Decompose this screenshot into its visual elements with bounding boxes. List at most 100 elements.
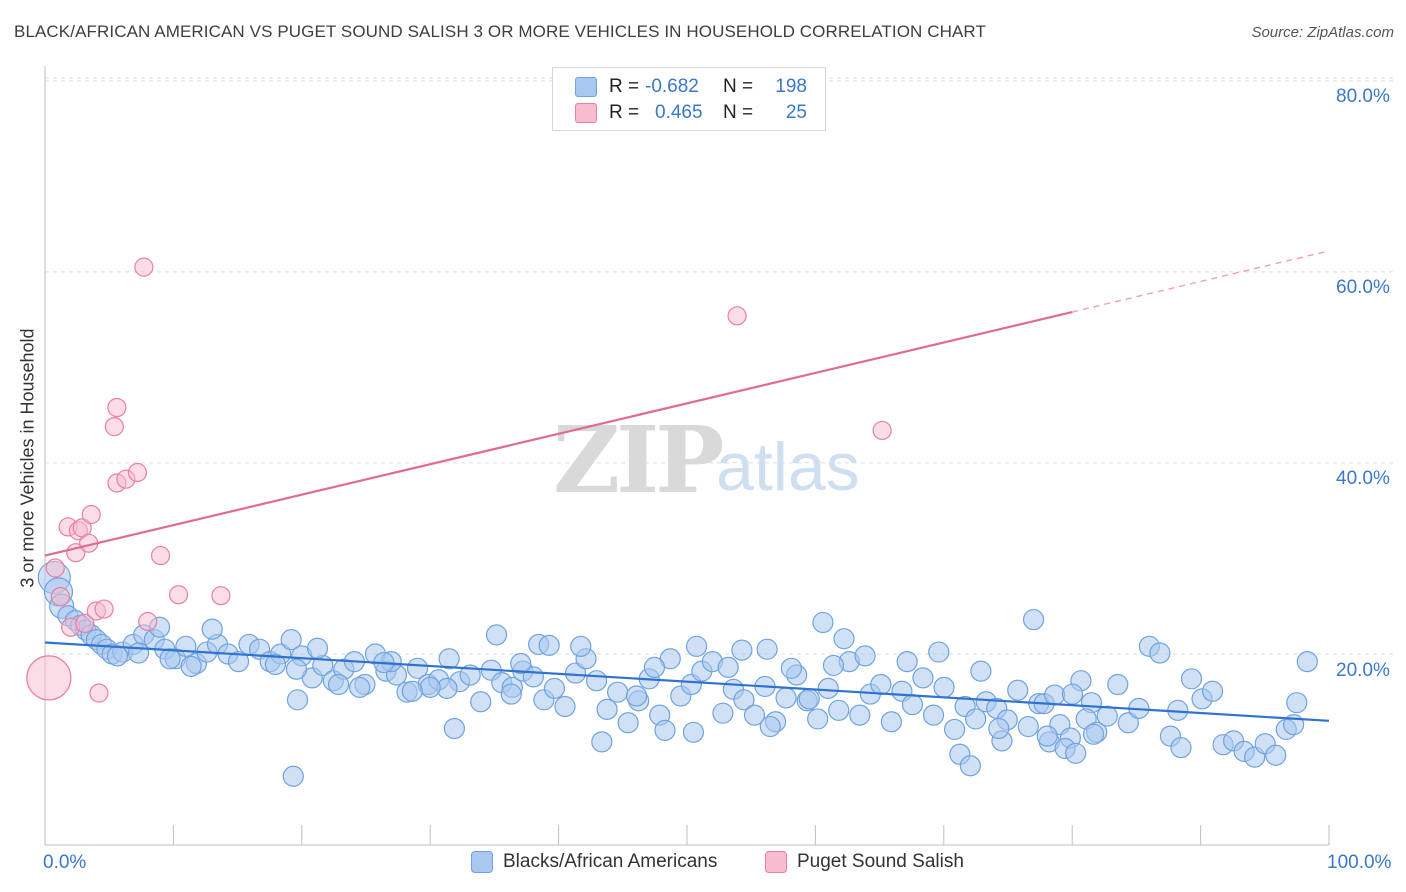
- point-blacks: [780, 657, 802, 679]
- bottom-legend: Blacks/African Americans Puget Sound Sal…: [0, 851, 1406, 879]
- point-blacks: [870, 673, 892, 696]
- point-blacks: [349, 676, 371, 698]
- legend-r-value: -0.682: [645, 76, 699, 97]
- point-blacks: [564, 662, 587, 684]
- point-salish: [872, 420, 892, 441]
- trend-line-salish: [44, 310, 1073, 557]
- point-blacks: [443, 717, 466, 740]
- point-blacks: [1007, 679, 1029, 701]
- point-blacks: [554, 695, 576, 718]
- point-blacks: [933, 676, 955, 698]
- bottom-legend-salish: Puget Sound Salish: [765, 851, 964, 873]
- point-blacks: [717, 656, 739, 678]
- bottom-legend-blacks: Blacks/African Americans: [471, 851, 717, 873]
- point-blacks: [591, 731, 613, 753]
- point-blacks: [1170, 736, 1192, 759]
- point-blacks: [538, 634, 560, 656]
- point-blacks: [798, 688, 820, 710]
- point-blacks: [959, 755, 981, 777]
- x-tick-label-max: 100.0%: [1327, 852, 1392, 873]
- point-blacks: [201, 618, 223, 640]
- bottom-legend-swatch-blue: [471, 851, 493, 873]
- point-salish: [150, 545, 171, 566]
- point-blacks: [1082, 723, 1105, 745]
- point-blacks: [625, 685, 648, 707]
- point-salish: [89, 683, 109, 703]
- point-blacks: [485, 624, 508, 646]
- point-blacks: [822, 654, 845, 677]
- point-blacks: [1044, 684, 1066, 706]
- point-blacks: [654, 719, 676, 741]
- point-blacks: [1022, 608, 1045, 631]
- point-blacks: [280, 629, 302, 651]
- point-salish: [211, 586, 231, 606]
- trend-line-blacks: [44, 641, 1330, 722]
- point-blacks: [264, 653, 286, 676]
- bottom-legend-swatch-pink: [765, 851, 787, 873]
- y-axis-label: 3 or more Vehicles in Household: [17, 328, 38, 588]
- point-blacks: [282, 765, 304, 787]
- point-blacks: [1149, 642, 1171, 664]
- point-blacks: [459, 664, 481, 686]
- point-blacks: [849, 704, 871, 726]
- legend-n-label: N =: [723, 76, 754, 97]
- point-blacks: [807, 708, 829, 730]
- chart-title: BLACK/AFRICAN AMERICAN VS PUGET SOUND SA…: [14, 22, 986, 41]
- point-salish: [127, 462, 148, 483]
- point-blacks: [643, 656, 666, 678]
- legend-row-blacks: R = -0.682 N = 198: [575, 75, 807, 99]
- point-blacks: [406, 657, 429, 679]
- point-blacks: [419, 676, 441, 698]
- point-blacks: [1296, 651, 1318, 673]
- point-salish: [107, 397, 127, 418]
- trend-line-salish-extension: [1072, 250, 1330, 313]
- point-blacks: [854, 645, 876, 667]
- x-tick-label-min: 0.0%: [43, 852, 87, 873]
- point-blacks: [159, 648, 181, 670]
- legend-r-label: R =: [609, 76, 640, 97]
- point-blacks: [970, 660, 992, 682]
- point-salish: [81, 504, 101, 525]
- point-salish: [727, 306, 747, 326]
- bottom-legend-label: Puget Sound Salish: [797, 851, 964, 872]
- point-blacks: [1036, 725, 1058, 747]
- point-blacks: [306, 637, 329, 659]
- point-blacks: [127, 642, 150, 664]
- point-blacks: [880, 711, 902, 733]
- point-blacks: [500, 683, 522, 705]
- point-blacks: [1061, 683, 1084, 705]
- point-blacks: [1065, 742, 1087, 764]
- point-salish: [50, 587, 71, 607]
- point-blacks: [965, 708, 987, 730]
- point-blacks: [743, 704, 766, 726]
- legend-n-label: N =: [723, 102, 754, 123]
- bottom-legend-label: Blacks/African Americans: [503, 851, 718, 872]
- point-blacks: [928, 641, 950, 663]
- point-blacks: [607, 681, 629, 703]
- legend-swatch-blue: [575, 77, 597, 97]
- point-blacks: [685, 635, 708, 657]
- point-blacks: [1117, 712, 1139, 734]
- source-label: Source: ZipAtlas.com: [1251, 24, 1394, 41]
- point-blacks: [285, 658, 308, 680]
- point-blacks: [617, 712, 639, 734]
- legend-swatch-pink: [575, 103, 597, 123]
- point-blacks: [988, 717, 1010, 740]
- legend-box: R = -0.682 N = 198 R = 0.465 N = 25: [552, 67, 826, 131]
- legend-n-value: 25: [785, 102, 807, 123]
- point-salish: [45, 558, 65, 578]
- y-tick-label: 60.0%: [1336, 277, 1390, 298]
- point-blacks: [1265, 744, 1287, 766]
- point-salish: [138, 611, 158, 632]
- point-salish: [134, 257, 154, 277]
- point-salish: [168, 585, 189, 605]
- point-blacks: [733, 689, 755, 711]
- point-blacks: [828, 699, 850, 721]
- point-blacks: [901, 693, 924, 716]
- point-blacks: [180, 655, 202, 677]
- watermark-zip: ZIP: [553, 406, 722, 514]
- point-blacks: [596, 698, 618, 720]
- point-salish: [26, 655, 72, 701]
- y-tick-label: 80.0%: [1336, 86, 1390, 107]
- point-blacks: [833, 628, 855, 650]
